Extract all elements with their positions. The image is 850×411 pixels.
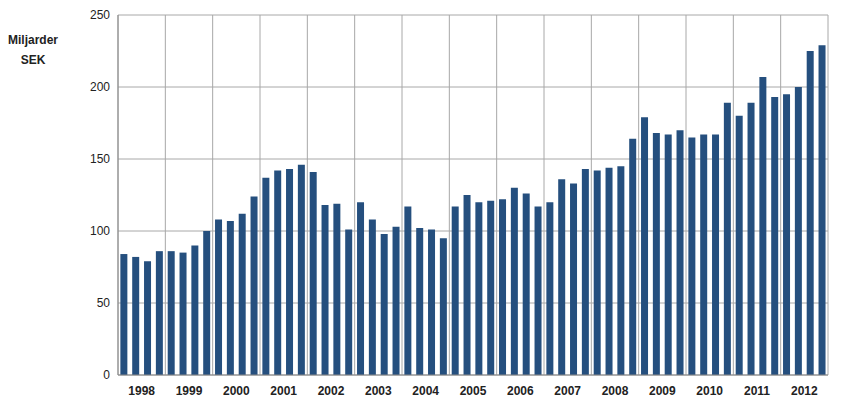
- html-text:Miljarder: Miljarder: [8, 33, 58, 47]
- svg-text:150: 150: [90, 152, 110, 166]
- svg-text:100: 100: [90, 224, 110, 238]
- svg-text:2011: 2011: [744, 384, 770, 398]
- svg-text:1998: 1998: [128, 384, 155, 398]
- svg-text:2009: 2009: [649, 384, 676, 398]
- svg-text:2006: 2006: [507, 384, 534, 398]
- svg-text:1999: 1999: [176, 384, 203, 398]
- html-text:SEK: SEK: [20, 53, 46, 67]
- svg-text:2000: 2000: [223, 384, 250, 398]
- svg-text:2007: 2007: [554, 384, 581, 398]
- svg-text:2004: 2004: [412, 384, 439, 398]
- svg-text:200: 200: [90, 80, 110, 94]
- svg-text:2003: 2003: [365, 384, 392, 398]
- svg-text:50: 50: [97, 296, 111, 310]
- svg-text:2001: 2001: [270, 384, 297, 398]
- svg-text:2010: 2010: [696, 384, 723, 398]
- svg-text:2012: 2012: [791, 384, 818, 398]
- svg-text:2002: 2002: [318, 384, 345, 398]
- svg-text:0: 0: [103, 368, 110, 382]
- svg-text:2005: 2005: [460, 384, 487, 398]
- svg-text:2008: 2008: [602, 384, 629, 398]
- svg-text:250: 250: [90, 8, 110, 22]
